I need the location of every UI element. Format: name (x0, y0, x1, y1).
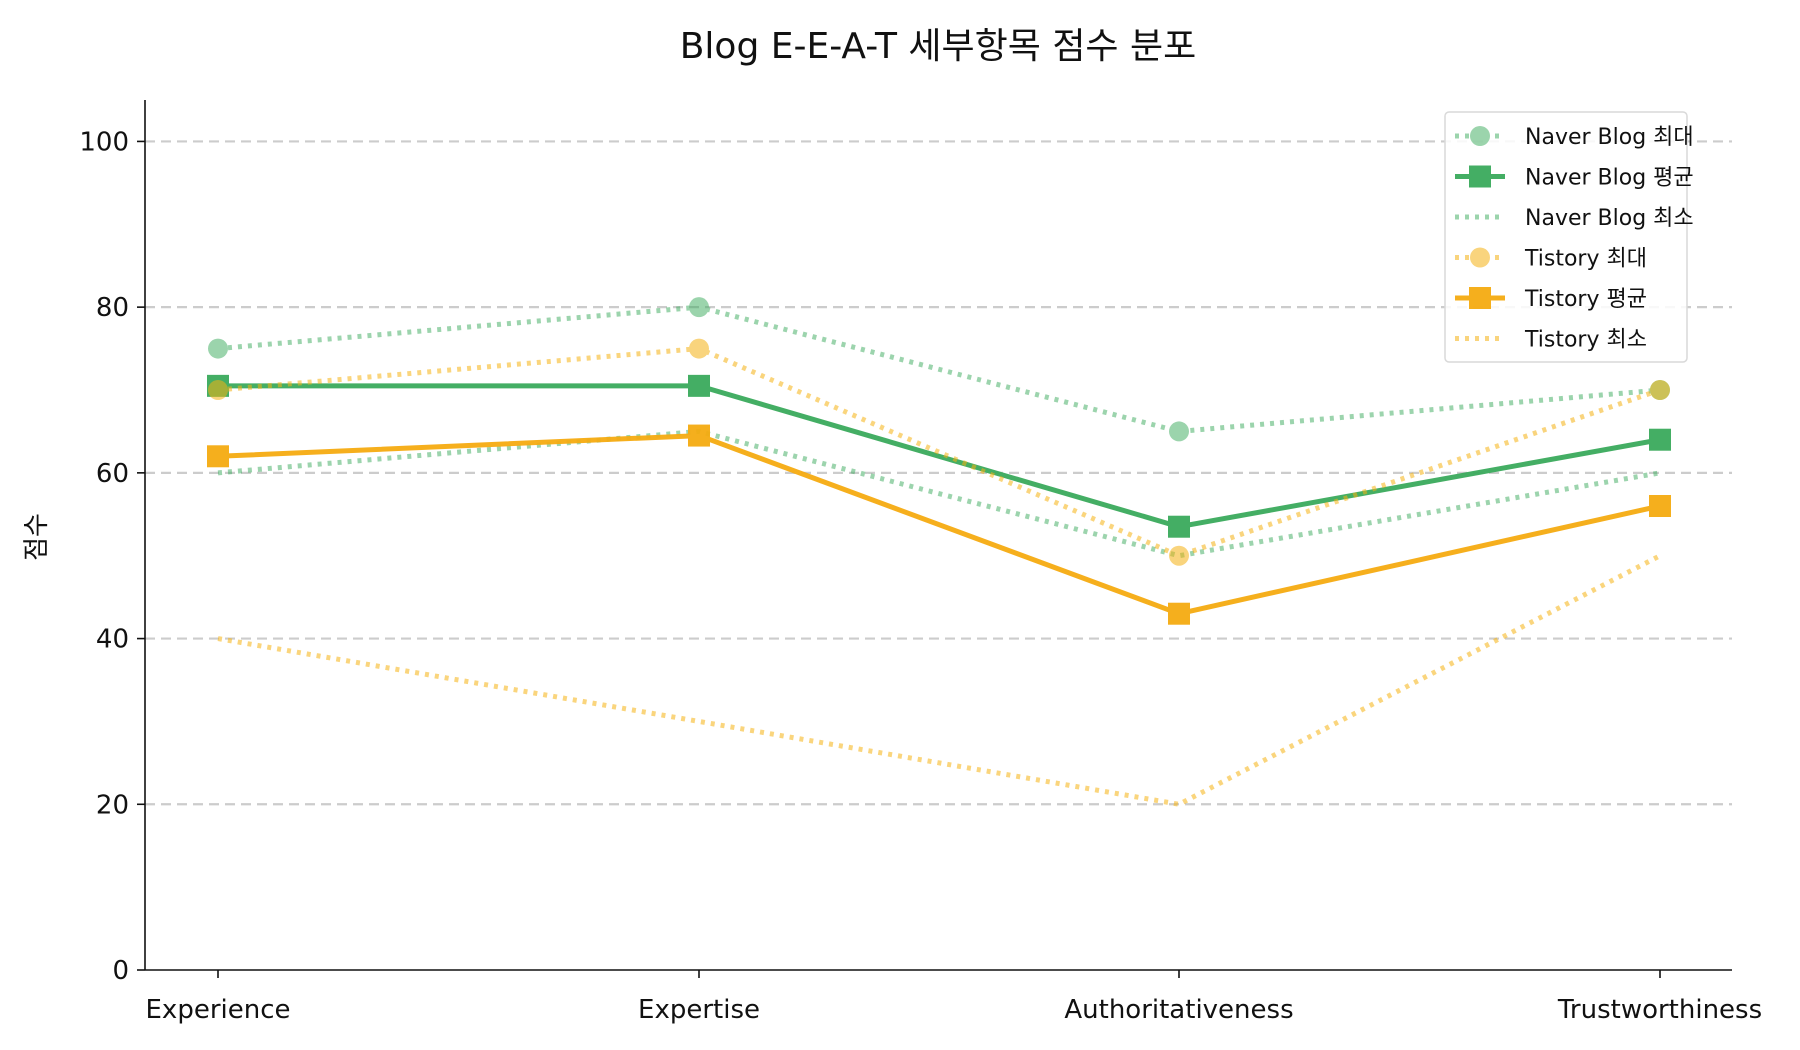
series-line (218, 383, 1661, 530)
legend-marker (1469, 165, 1491, 188)
y-tick-label: 60 (96, 459, 129, 489)
legend-label: Tistory 최소 (1524, 328, 1647, 353)
x-tick-label: Authoritativeness (1064, 995, 1293, 1025)
series-3 (217, 428, 1661, 559)
legend-marker (1470, 126, 1490, 146)
series-group (207, 297, 1671, 807)
legend-item (1455, 165, 1505, 188)
data-point (208, 338, 228, 359)
data-point (208, 380, 228, 400)
legend-label: Naver Blog 최대 (1525, 125, 1694, 150)
data-point (207, 445, 229, 468)
data-point (688, 424, 710, 447)
data-point (1169, 421, 1189, 442)
legend-marker (1470, 247, 1490, 268)
data-point (689, 297, 709, 318)
legend-item (1455, 126, 1505, 146)
data-point (1168, 602, 1190, 625)
series-line (217, 346, 1661, 559)
legend-label: Naver Blog 최소 (1525, 206, 1694, 231)
series-5 (207, 424, 1671, 625)
series-2 (207, 374, 1671, 538)
data-point (1168, 515, 1190, 538)
series-line (217, 433, 1661, 617)
legend-marker (1469, 287, 1491, 309)
legend-label: Tistory 평균 (1524, 287, 1647, 312)
data-point (1169, 545, 1189, 566)
y-tick-label: 20 (96, 790, 129, 820)
legend-item (1455, 247, 1505, 268)
chart-title: Blog E-E-A-T 세부항목 점수 분포 (680, 26, 1197, 67)
series-line (217, 304, 1661, 434)
legend-label: Tistory 최대 (1524, 247, 1647, 272)
gridlines (145, 140, 1732, 806)
series-line (217, 553, 1662, 807)
x-tick-label: Experience (146, 995, 291, 1025)
data-point (1649, 495, 1671, 517)
axes: 0 20 40 60 80 100 Experience Expertise Authorita… (79, 100, 1762, 1025)
data-point (689, 338, 709, 359)
data-point (688, 374, 710, 397)
x-tick-label: Expertise (638, 995, 760, 1025)
legend-box (1444, 111, 1688, 363)
series-6 (217, 553, 1662, 807)
y-tick-label: 40 (96, 625, 129, 655)
legend-item (1455, 287, 1505, 309)
data-point (1650, 380, 1670, 400)
legend: Naver Blog 최대 Naver Blog 평균 Naver Blog 최소 T… (1444, 111, 1694, 363)
y-axis-label: 점수 (22, 513, 52, 561)
y-tick-label: 0 (112, 956, 129, 986)
y-tick-label: 100 (79, 127, 129, 157)
series-line (217, 428, 1661, 559)
series-4 (208, 338, 1670, 566)
x-tick-label: Trustworthiness (1557, 995, 1762, 1025)
data-point (1649, 428, 1671, 451)
legend-label: Naver Blog 평균 (1525, 166, 1694, 191)
y-tick-label: 80 (96, 293, 129, 323)
